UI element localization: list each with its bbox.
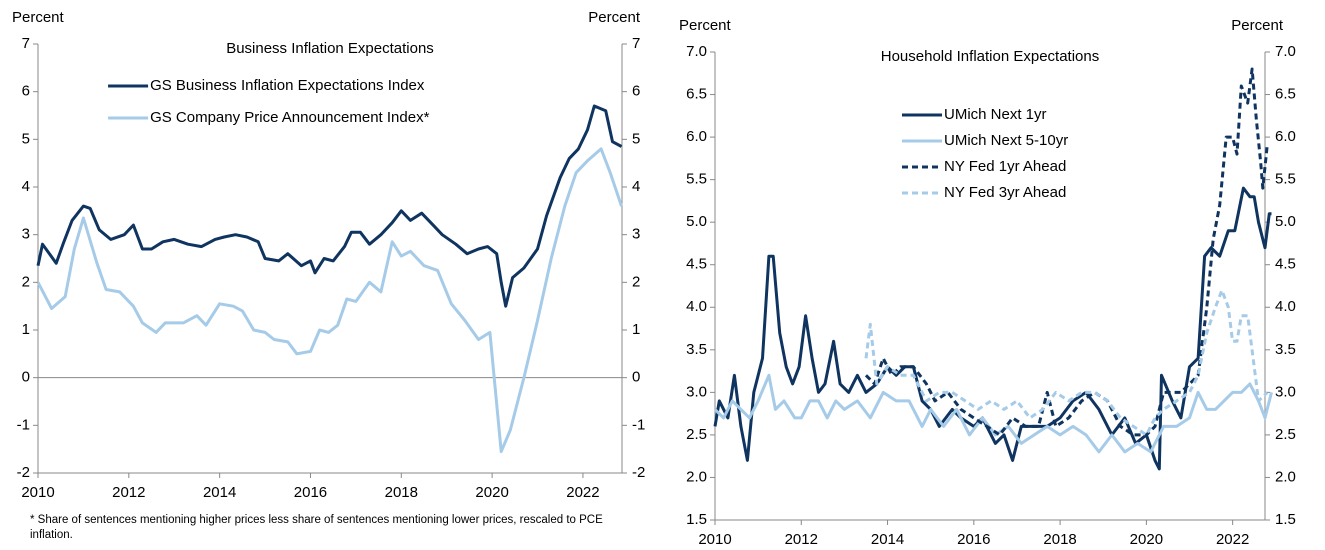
y-tick-label: 1 bbox=[22, 321, 30, 338]
x-tick-label: 2022 bbox=[566, 484, 599, 501]
y-tick-label: 4 bbox=[22, 178, 30, 195]
y2-tick-label: 6.0 bbox=[1275, 128, 1296, 145]
legend-label: GS Business Inflation Expectations Index bbox=[150, 77, 425, 94]
x-tick-label: 2022 bbox=[1216, 531, 1249, 548]
y2-tick-label: 7 bbox=[632, 35, 640, 52]
y2-tick-label: 1 bbox=[632, 321, 640, 338]
y2-tick-label: 3.0 bbox=[1275, 383, 1296, 400]
y2-tick-label: 7.0 bbox=[1275, 43, 1296, 60]
x-tick-label: 2012 bbox=[785, 531, 818, 548]
y-tick-label: -2 bbox=[17, 464, 30, 481]
y2-tick-label: 1.5 bbox=[1275, 511, 1296, 528]
x-tick-label: 2014 bbox=[203, 484, 236, 501]
x-tick-label: 2012 bbox=[112, 484, 145, 501]
y2-axis-label: Percent bbox=[1231, 17, 1284, 34]
y-tick-label: 6.5 bbox=[686, 86, 707, 103]
y2-tick-label: -1 bbox=[632, 416, 645, 433]
x-tick-label: 2020 bbox=[475, 484, 508, 501]
series-line bbox=[36, 147, 623, 454]
chart-title: Business Inflation Expectations bbox=[226, 40, 434, 57]
y-tick-label: 2 bbox=[22, 273, 30, 290]
y2-axis-label: Percent bbox=[588, 9, 641, 26]
y-tick-label: 6.0 bbox=[686, 128, 707, 145]
x-tick-label: 2014 bbox=[871, 531, 904, 548]
y2-tick-label: 2 bbox=[632, 273, 640, 290]
y2-tick-label: 2.5 bbox=[1275, 426, 1296, 443]
y2-tick-label: 4.0 bbox=[1275, 298, 1296, 315]
y2-tick-label: 3 bbox=[632, 226, 640, 243]
series-line bbox=[713, 186, 1272, 471]
y-tick-label: 6 bbox=[22, 83, 30, 100]
series-line bbox=[36, 104, 623, 308]
y-tick-label: 1.5 bbox=[686, 511, 707, 528]
legend-label: UMich Next 5-10yr bbox=[944, 132, 1068, 149]
y-tick-label: 0 bbox=[22, 369, 30, 386]
y-tick-label: 3.0 bbox=[686, 383, 707, 400]
legend-label: GS Company Price Announcement Index* bbox=[150, 109, 429, 126]
y-tick-label: 7.0 bbox=[686, 43, 707, 60]
series-line bbox=[864, 288, 1269, 437]
y-tick-label: 3.5 bbox=[686, 341, 707, 358]
y2-tick-label: 2.0 bbox=[1275, 468, 1296, 485]
y-tick-label: -1 bbox=[17, 416, 30, 433]
x-tick-label: 2018 bbox=[1043, 531, 1076, 548]
y2-tick-label: 5.0 bbox=[1275, 213, 1296, 230]
series-line bbox=[864, 67, 1269, 437]
x-tick-label: 2010 bbox=[698, 531, 731, 548]
x-tick-label: 2010 bbox=[21, 484, 54, 501]
y-tick-label: 3 bbox=[22, 226, 30, 243]
y-tick-label: 5 bbox=[22, 130, 30, 147]
x-tick-label: 2016 bbox=[294, 484, 327, 501]
x-tick-label: 2018 bbox=[385, 484, 418, 501]
legend-label: NY Fed 3yr Ahead bbox=[944, 184, 1066, 201]
y2-tick-label: -2 bbox=[632, 464, 645, 481]
y-tick-label: 5.5 bbox=[686, 171, 707, 188]
y-tick-label: 5.0 bbox=[686, 213, 707, 230]
y2-tick-label: 6.5 bbox=[1275, 86, 1296, 103]
y2-tick-label: 5 bbox=[632, 130, 640, 147]
y2-tick-label: 6 bbox=[632, 83, 640, 100]
y2-tick-label: 4.5 bbox=[1275, 256, 1296, 273]
y2-tick-label: 4 bbox=[632, 178, 640, 195]
footnote: * Share of sentences mentioning higher p… bbox=[30, 514, 603, 541]
y-axis-label: Percent bbox=[12, 9, 65, 26]
y-tick-label: 2.5 bbox=[686, 426, 707, 443]
x-tick-label: 2016 bbox=[957, 531, 990, 548]
x-tick-label: 2020 bbox=[1130, 531, 1163, 548]
y2-tick-label: 3.5 bbox=[1275, 341, 1296, 358]
legend-label: UMich Next 1yr bbox=[944, 106, 1047, 123]
series-line bbox=[713, 373, 1273, 454]
legend-label: NY Fed 1yr Ahead bbox=[944, 158, 1066, 175]
y-tick-label: 4.5 bbox=[686, 256, 707, 273]
y-tick-label: 4.0 bbox=[686, 298, 707, 315]
y2-tick-label: 5.5 bbox=[1275, 171, 1296, 188]
y-tick-label: 7 bbox=[22, 35, 30, 52]
y2-tick-label: 0 bbox=[632, 369, 640, 386]
y-axis-label: Percent bbox=[679, 17, 732, 34]
y-tick-label: 2.0 bbox=[686, 468, 707, 485]
chart-title: Household Inflation Expectations bbox=[881, 48, 1099, 65]
